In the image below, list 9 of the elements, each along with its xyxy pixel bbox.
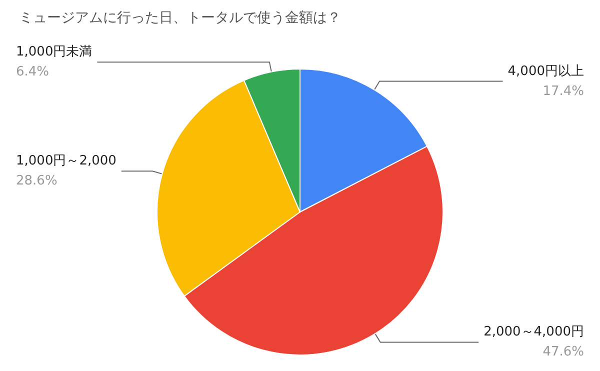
data-label: 28.6%	[16, 174, 58, 189]
slice-label: 1,000円～2,000	[16, 154, 116, 169]
chart-title: ミュージアムに行った日、トータルで使う金額は？	[19, 10, 341, 26]
data-label: 17.4%	[542, 84, 584, 99]
slice-label: 4,000円以上	[508, 64, 584, 79]
data-label: 47.6%	[542, 344, 584, 360]
data-label: 6.4%	[16, 64, 50, 80]
slice-label: 1,000円未満	[16, 44, 92, 60]
slice-label: 2,000～4,000円	[484, 324, 584, 340]
